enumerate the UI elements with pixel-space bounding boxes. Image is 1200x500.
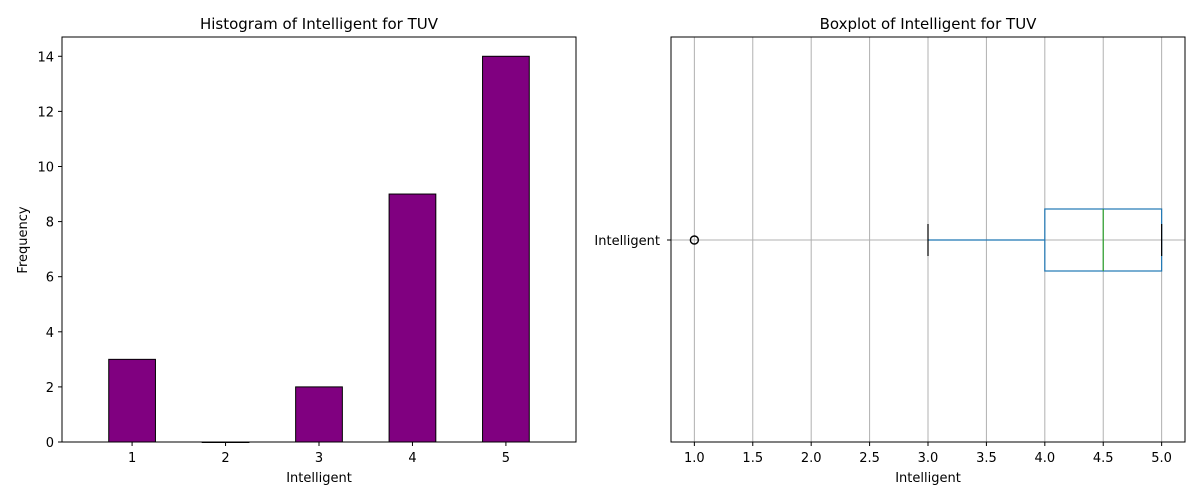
boxplot-x-tick-label: 4.0 bbox=[1034, 451, 1055, 466]
histogram-x-tick-label: 5 bbox=[502, 451, 510, 466]
boxplot-outlier bbox=[689, 235, 700, 245]
histogram-y-tick-label: 10 bbox=[37, 160, 54, 175]
boxplot-x-tick-label: 1.0 bbox=[684, 451, 705, 466]
histogram-y-tick-label: 14 bbox=[37, 50, 54, 65]
boxplot-x-tick-label: 4.5 bbox=[1093, 451, 1114, 466]
histogram-title: Histogram of Intelligent for TUV bbox=[200, 15, 439, 33]
boxplot-x-tick-label: 3.0 bbox=[918, 451, 939, 466]
histogram-plot-frame bbox=[61, 36, 577, 443]
boxplot-x-tick-label: 2.0 bbox=[801, 451, 822, 466]
histogram-y-tick-label: 12 bbox=[37, 105, 54, 120]
histogram-x-tick-label: 4 bbox=[408, 451, 416, 466]
boxplot-plot-frame bbox=[670, 36, 1186, 443]
histogram-bar bbox=[108, 358, 156, 443]
boxplot-x-tick-label: 1.5 bbox=[742, 451, 763, 466]
histogram-y-tick-label: 0 bbox=[46, 436, 54, 451]
histogram-chart: Histogram of Intelligent for TUV 0 2 4 6 8 10… bbox=[16, 15, 577, 486]
boxplot-title: Boxplot of Intelligent for TUV bbox=[820, 15, 1038, 33]
histogram-bar bbox=[482, 55, 530, 443]
histogram-bar bbox=[295, 386, 343, 443]
histogram-bar bbox=[388, 193, 437, 443]
boxplot-x-tick-label: 2.5 bbox=[859, 451, 880, 466]
histogram-y-tick-label: 4 bbox=[46, 326, 54, 341]
histogram-x-tick-label: 3 bbox=[315, 451, 323, 466]
histogram-x-label: Intelligent bbox=[286, 471, 352, 486]
boxplot-x-tick-label: 3.5 bbox=[976, 451, 997, 466]
boxplot-x-label: Intelligent bbox=[895, 471, 961, 486]
histogram-y-tick-label: 8 bbox=[46, 216, 54, 231]
boxplot-x-tick-label: 5.0 bbox=[1151, 451, 1172, 466]
histogram-y-tick-label: 2 bbox=[46, 381, 54, 396]
histogram-y-tick-label: 6 bbox=[46, 271, 54, 286]
boxplot-category-label: Intelligent bbox=[594, 234, 660, 249]
histogram-x-tick-label: 2 bbox=[221, 451, 229, 466]
histogram-x-tick-label: 1 bbox=[128, 451, 136, 466]
boxplot-chart: Boxplot of Intelligent for TUV 1.0 1.5 2.0… bbox=[594, 15, 1186, 486]
histogram-y-label: Frequency bbox=[16, 206, 31, 273]
